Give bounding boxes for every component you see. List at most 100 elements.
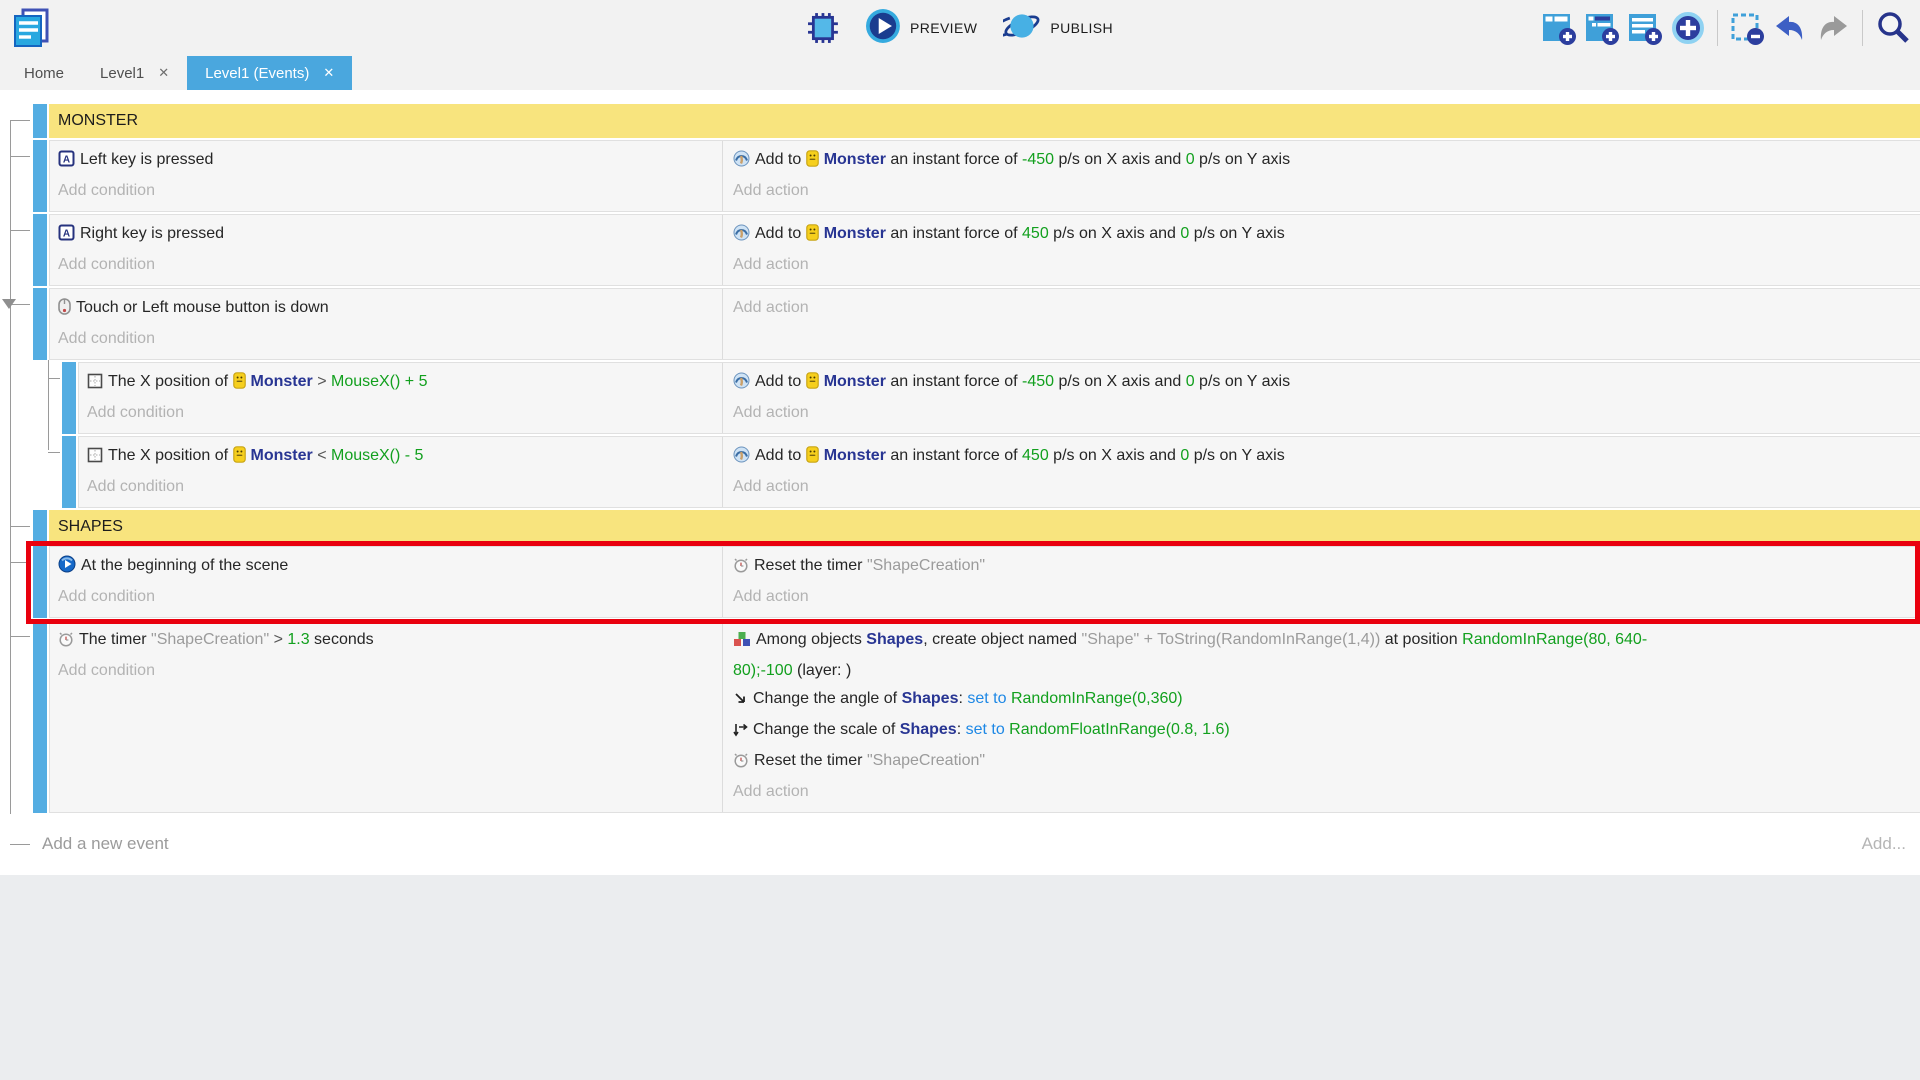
condition[interactable]: The X position of Monster > MouseX() + 5 [87,368,714,399]
actions-column[interactable]: Add to Monster an instant force of -450 … [723,363,1920,433]
event-row[interactable]: The X position of Monster < MouseX() - 5… [48,436,1920,508]
group-header-monster[interactable]: MONSTER [10,104,1920,138]
add-action-link[interactable]: Add action [733,256,809,273]
action[interactable]: Add to Monster an instant force of 450 p… [733,442,1912,473]
close-tab-icon[interactable] [323,65,334,81]
segment-expr: -450 [1022,151,1055,168]
condition[interactable]: The X position of Monster < MouseX() - 5 [87,442,714,473]
add-action-link[interactable]: Add action [733,478,809,495]
action[interactable]: Add to Monster an instant force of -450 … [733,146,1912,177]
segment-object: Monster [823,447,886,464]
tab-level1[interactable]: Level1 [82,56,187,90]
event-row[interactable]: The timer "ShapeCreation" > 1.3 seconds A… [10,620,1920,813]
create-object-icon [733,629,751,657]
condition[interactable]: Touch or Left mouse button is down [58,294,714,325]
add-condition-link[interactable]: Add condition [58,588,155,605]
conditions-column[interactable]: At the beginning of the scene Add conditi… [50,547,723,617]
position-icon [87,445,103,473]
add-new-event-link[interactable]: Add a new event [42,834,169,853]
add-action-link[interactable]: Add action [733,588,809,605]
segment-text: Add to [755,151,806,168]
top-toolbar: PREVIEW PUBLISH [0,0,1920,56]
action[interactable]: Change the scale of Shapes: set to Rando… [733,716,1912,747]
conditions-column[interactable]: Touch or Left mouse button is down Add co… [50,289,723,359]
toolbar-right [1541,0,1912,56]
action[interactable]: Reset the timer "ShapeCreation" [733,747,1912,778]
angle-icon [733,688,748,716]
segment-expr: -450 [1022,373,1055,390]
add-action-link[interactable]: Add action [733,404,809,421]
segment-expr: 80);-100 [733,662,793,679]
segment-text: p/s on X axis and [1054,151,1186,168]
conditions-column[interactable]: The timer "ShapeCreation" > 1.3 seconds A… [50,621,723,812]
close-tab-icon[interactable] [158,65,169,81]
group-header-body[interactable]: SHAPES [49,510,1920,544]
actions-column[interactable]: Reset the timer "ShapeCreation" Add actio… [723,547,1920,617]
event-body: At the beginning of the scene Add conditi… [49,546,1920,618]
actions-column[interactable]: Add to Monster an instant force of 450 p… [723,215,1920,285]
actions-column[interactable]: Add action [723,289,1920,359]
event-row[interactable]: At the beginning of the scene Add conditi… [10,541,1920,624]
event-row[interactable]: A Right key is pressed Add condition Add to… [10,214,1920,286]
group-header-body[interactable]: MONSTER [49,104,1920,138]
condition[interactable]: A Left key is pressed [58,146,714,177]
add-more-link[interactable]: Add... [1861,834,1906,853]
keyboard-key-icon: A [58,223,75,251]
actions-column[interactable]: Add to Monster an instant force of 450 p… [723,437,1920,507]
group-header-shapes[interactable]: SHAPES [10,510,1920,544]
segment-object: Shapes [866,631,924,648]
redo-button[interactable] [1815,10,1851,46]
event-color-bar [62,436,76,508]
group-label: MONSTER [58,112,138,129]
add-condition-link[interactable]: Add condition [58,256,155,273]
conditions-column[interactable]: The X position of Monster > MouseX() + 5… [79,363,723,433]
condition[interactable]: At the beginning of the scene [58,552,714,583]
segment-expr: RandomInRange(80, 640- [1462,631,1648,648]
action[interactable]: Add to Monster an instant force of -450 … [733,368,1912,399]
action[interactable]: Reset the timer "ShapeCreation" [733,552,1912,583]
monster-object-icon [805,149,819,177]
add-comment-button[interactable] [1627,10,1663,46]
action[interactable]: Add to Monster an instant force of 450 p… [733,220,1912,251]
tab-home[interactable]: Home [6,56,82,90]
preview-button[interactable]: PREVIEW [865,8,977,49]
add-condition-link[interactable]: Add condition [58,330,155,347]
conditions-column[interactable]: A Left key is pressed Add condition [50,141,723,211]
add-action-link[interactable]: Add action [733,182,809,199]
conditions-column[interactable]: The X position of Monster < MouseX() - 5… [79,437,723,507]
segment-expr: 0 [1185,373,1195,390]
add-condition-link[interactable]: Add condition [87,404,184,421]
event-body: The timer "ShapeCreation" > 1.3 seconds A… [49,620,1920,813]
debugger-icon[interactable] [807,12,839,44]
monster-object-icon [805,371,819,399]
add-condition-link[interactable]: Add condition [87,478,184,495]
add-subevent-button[interactable] [1584,10,1620,46]
condition[interactable]: The timer "ShapeCreation" > 1.3 seconds [58,626,714,657]
segment-text: p/s on Y axis [1194,151,1291,168]
action[interactable]: Among objects Shapes, create object name… [733,626,1912,685]
conditions-column[interactable]: A Right key is pressed Add condition [50,215,723,285]
segment-object: Monster [823,373,886,390]
event-row[interactable]: Touch or Left mouse button is down Add co… [2,288,1920,360]
add-condition-link[interactable]: Add condition [58,662,155,679]
add-action-link[interactable]: Add action [733,783,809,800]
add-circle-button[interactable] [1670,10,1706,46]
search-button[interactable] [1874,9,1912,47]
actions-column[interactable]: Among objects Shapes, create object name… [723,621,1920,812]
add-action-link[interactable]: Add action [733,299,809,316]
delete-selection-button[interactable] [1729,10,1765,46]
add-event-button[interactable] [1541,10,1577,46]
scene-begin-icon [58,555,76,583]
sub-events: The X position of Monster > MouseX() + 5… [48,360,1920,508]
publish-button[interactable]: PUBLISH [990,8,1113,49]
action[interactable]: Change the angle of Shapes: set to Rando… [733,685,1912,716]
project-manager-icon[interactable] [10,6,54,50]
undo-button[interactable] [1772,10,1808,46]
tab-level1-events[interactable]: Level1 (Events) [187,56,353,90]
condition[interactable]: A Right key is pressed [58,220,714,251]
event-row[interactable]: The X position of Monster > MouseX() + 5… [48,362,1920,434]
event-row[interactable]: A Left key is pressed Add condition Add to … [10,140,1920,212]
actions-column[interactable]: Add to Monster an instant force of -450 … [723,141,1920,211]
segment-text: an instant force of [885,373,1023,390]
add-condition-link[interactable]: Add condition [58,182,155,199]
